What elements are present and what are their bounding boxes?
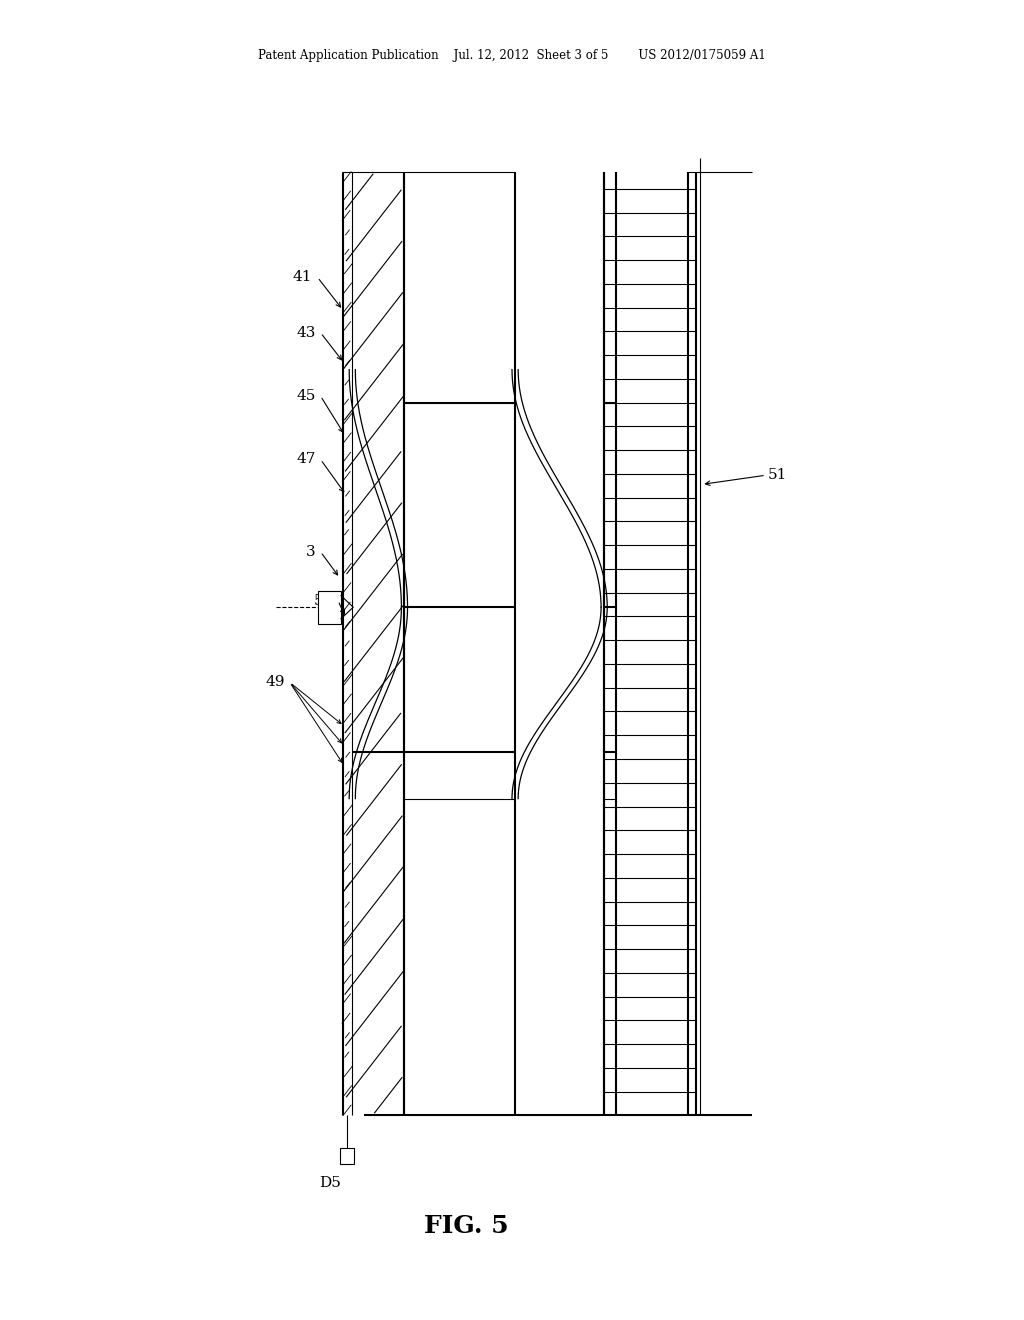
Text: FIG. 5: FIG. 5 <box>424 1214 508 1238</box>
Bar <box>340 1148 354 1164</box>
Text: 45: 45 <box>296 389 315 403</box>
Text: Patent Application Publication    Jul. 12, 2012  Sheet 3 of 5        US 2012/017: Patent Application Publication Jul. 12, … <box>258 49 766 62</box>
Text: D5: D5 <box>318 1176 341 1191</box>
Text: 49: 49 <box>265 676 285 689</box>
Text: 59: 59 <box>313 594 333 607</box>
Text: 41: 41 <box>293 271 312 284</box>
Text: 47: 47 <box>296 453 315 466</box>
Text: 3: 3 <box>306 545 315 558</box>
Bar <box>318 590 341 623</box>
Text: 43: 43 <box>296 326 315 339</box>
Text: 51: 51 <box>768 469 787 482</box>
